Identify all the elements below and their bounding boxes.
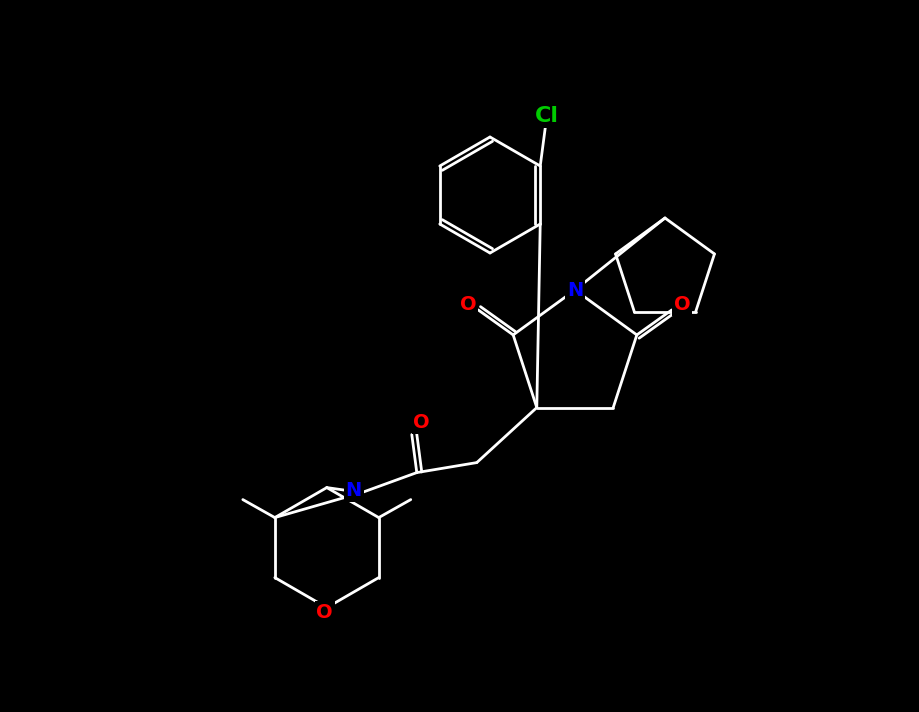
Text: O: O [316, 603, 333, 622]
Text: O: O [674, 295, 690, 315]
Text: O: O [460, 295, 476, 315]
Text: N: N [567, 281, 584, 300]
Text: N: N [346, 481, 362, 500]
Text: O: O [414, 413, 430, 432]
Text: Cl: Cl [535, 106, 560, 126]
